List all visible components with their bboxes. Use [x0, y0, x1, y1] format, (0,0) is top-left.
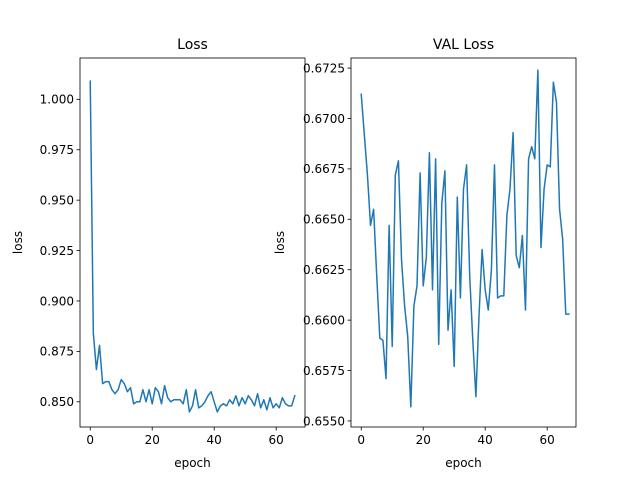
loss-title: Loss	[177, 37, 208, 53]
val-loss-ticks: 0 20 40 60 0.6550 0.6575 0.6600 0.6625 0.6650 0.6…	[303, 61, 555, 447]
loss-ylabel: loss	[11, 231, 25, 254]
loss-series	[89, 80, 296, 413]
val-loss-series	[360, 69, 570, 408]
loss-ytick-label: 1.000	[40, 93, 74, 107]
val-loss-xtick-label: 20	[416, 433, 431, 447]
val-loss-ylabel: loss	[273, 231, 287, 254]
val-loss-xtick-label: 0	[357, 433, 365, 447]
val-loss-ytick-label: 0.6700	[303, 112, 345, 126]
val-loss-xtick-label: 60	[540, 433, 555, 447]
val-loss-axes: VAL Loss epoch loss 0 20 40 600.65500.65750…	[273, 37, 577, 470]
loss-axes-frame	[79, 57, 306, 428]
loss-ytick-label: 0.850	[40, 395, 74, 409]
loss-axes: Loss epoch loss 0 20 40 60 0.850 0.875 0.900 0.…	[11, 37, 306, 470]
val-loss-ytick-label: 0.6650	[303, 213, 345, 227]
val-loss-ytick-label: 0.6550	[303, 414, 345, 428]
loss-xtick-label: 60	[269, 433, 284, 447]
val-loss-xtick-label: 40	[478, 433, 493, 447]
loss-xlabel: epoch	[174, 456, 211, 470]
val-loss-series-line	[360, 69, 570, 408]
loss-ytick-label: 0.900	[40, 294, 74, 308]
loss-ytick-label: 0.950	[40, 193, 74, 207]
loss-ytick-label: 0.925	[40, 244, 74, 258]
loss-ticks: 0 20 40 60 0.850 0.875 0.900 0.925 0.950 0.975 1.0…	[40, 93, 284, 447]
val-loss-xlabel: epoch	[445, 456, 482, 470]
val-loss-ytick-label: 0.6600	[303, 313, 345, 327]
loss-xtick-label: 40	[207, 433, 222, 447]
loss-xtick-label: 0	[86, 433, 94, 447]
val-loss-ytick-label: 0.6725	[303, 61, 345, 75]
loss-series-line	[89, 80, 296, 413]
val-loss-ytick-label: 0.6625	[303, 263, 345, 277]
loss-ytick-label: 0.975	[40, 143, 74, 157]
val-loss-ytick-label: 0.6675	[303, 162, 345, 176]
loss-xtick-label: 20	[145, 433, 160, 447]
val-loss-ytick-label: 0.6575	[303, 364, 345, 378]
loss-ytick-label: 0.875	[40, 345, 74, 359]
val-loss-title: VAL Loss	[433, 37, 494, 53]
